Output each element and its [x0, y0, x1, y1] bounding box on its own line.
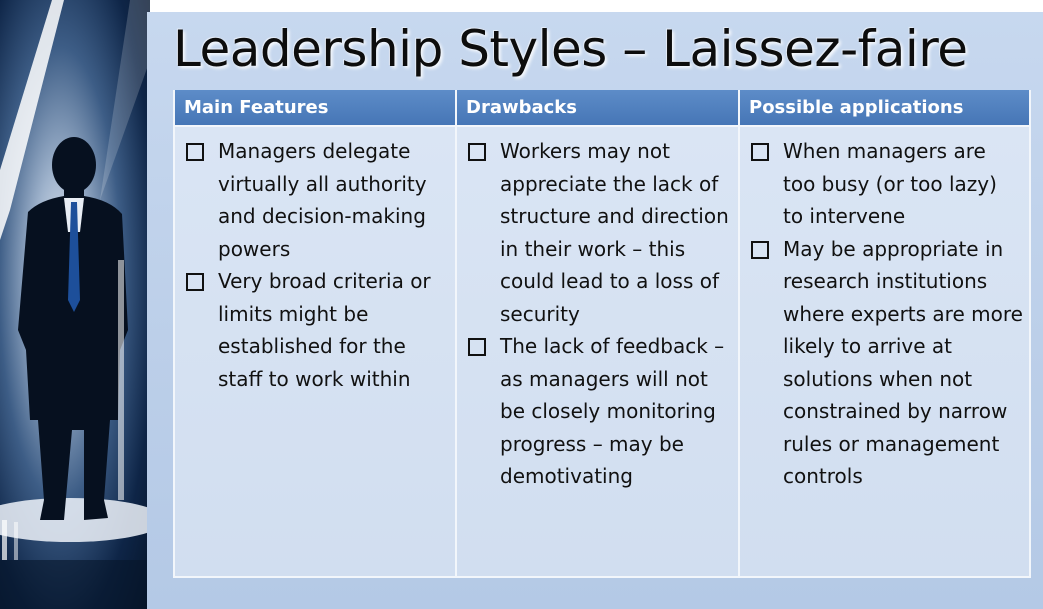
- possible-applications-list: When managers are too busy (or too lazy)…: [749, 135, 1023, 493]
- table-header-row: Main Features Drawbacks Possible applica…: [173, 90, 1031, 126]
- list-item-text: Workers may not appreciate the lack of s…: [500, 139, 729, 326]
- header-drawbacks: Drawbacks: [455, 90, 740, 126]
- list-item: Managers delegate virtually all authorit…: [184, 135, 449, 265]
- checkbox-bullet-icon: [186, 273, 204, 291]
- cell-main-features: Managers delegate virtually all authorit…: [173, 125, 457, 578]
- comparison-table: Main Features Drawbacks Possible applica…: [173, 90, 1031, 578]
- list-item: Very broad criteria or limits might be e…: [184, 265, 449, 395]
- checkbox-bullet-icon: [186, 143, 204, 161]
- list-item: May be appropriate in research instituti…: [749, 233, 1023, 493]
- header-main-features: Main Features: [173, 90, 457, 126]
- checkbox-bullet-icon: [751, 143, 769, 161]
- drawbacks-list: Workers may not appreciate the lack of s…: [466, 135, 732, 493]
- table-body-row: Managers delegate virtually all authorit…: [173, 125, 1031, 578]
- slide-title: Leadership Styles – Laissez-faire: [173, 20, 968, 78]
- checkbox-bullet-icon: [468, 143, 486, 161]
- checkbox-bullet-icon: [751, 240, 769, 259]
- list-item: When managers are too busy (or too lazy)…: [749, 135, 1023, 233]
- businessman-silhouette-image: [0, 0, 150, 609]
- cell-drawbacks: Workers may not appreciate the lack of s…: [455, 125, 740, 578]
- list-item-text: The lack of feedback – as managers will …: [500, 334, 725, 488]
- list-item-text: May be appropriate in research instituti…: [783, 236, 1023, 489]
- list-item-text: When managers are too busy (or too lazy)…: [783, 139, 997, 228]
- list-item: The lack of feedback – as managers will …: [466, 330, 732, 493]
- list-item: Workers may not appreciate the lack of s…: [466, 135, 732, 330]
- slide: Leadership Styles – Laissez-faire Main F…: [147, 12, 1043, 609]
- list-item-text: Very broad criteria or limits might be e…: [218, 269, 431, 391]
- cell-possible-applications: When managers are too busy (or too lazy)…: [738, 125, 1031, 578]
- list-item-text: Managers delegate virtually all authorit…: [218, 139, 427, 261]
- checkbox-bullet-icon: [468, 338, 486, 356]
- header-possible-applications: Possible applications: [738, 90, 1031, 126]
- main-features-list: Managers delegate virtually all authorit…: [184, 135, 449, 395]
